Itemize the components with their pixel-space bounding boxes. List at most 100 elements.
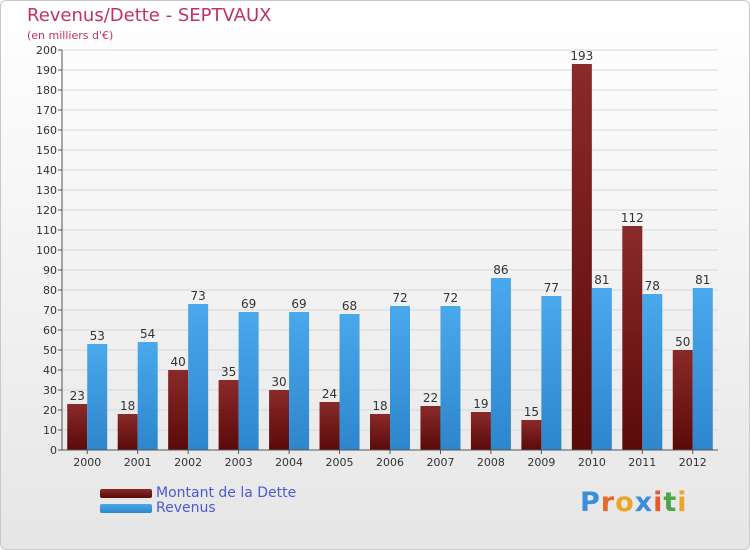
- bar-debt: [571, 64, 592, 450]
- bar-revenus: [440, 306, 461, 450]
- data-label: 72: [443, 291, 458, 305]
- axes: [61, 50, 718, 451]
- data-label: 193: [570, 49, 593, 63]
- y-tick-label: 150: [36, 144, 57, 157]
- y-tick-label: 110: [36, 224, 57, 237]
- data-label: 69: [291, 297, 306, 311]
- x-tick-label: 2007: [426, 456, 454, 469]
- y-tick-label: 20: [43, 404, 57, 417]
- y-tick-label: 180: [36, 84, 57, 97]
- bar-revenus: [87, 344, 108, 450]
- bar-debt: [269, 390, 290, 450]
- data-label: 73: [191, 289, 206, 303]
- proxiti-logo: Proxiti: [580, 487, 688, 518]
- y-tick-label: 120: [36, 204, 57, 217]
- bar-revenus: [188, 304, 209, 450]
- legend-label-debt: Montant de la Dette: [156, 485, 297, 501]
- y-tick-label: 50: [43, 344, 57, 357]
- bar-debt: [67, 404, 88, 450]
- data-label: 22: [423, 391, 438, 405]
- chart-subtitle: (en milliers d'€): [27, 29, 114, 42]
- bar-debt: [319, 402, 340, 450]
- legend-swatch-debt: [100, 489, 152, 498]
- logo-letter: r: [600, 487, 616, 518]
- data-label: 68: [342, 299, 357, 313]
- data-label: 78: [645, 279, 660, 293]
- bar-debt: [622, 226, 643, 450]
- legend-label-revenus: Revenus: [156, 500, 216, 516]
- y-tick-label: 70: [43, 304, 57, 317]
- x-tick-label: 2002: [174, 456, 202, 469]
- x-tick-label: 2008: [477, 456, 505, 469]
- bar-revenus: [692, 288, 713, 450]
- data-label: 40: [171, 355, 186, 369]
- bar-revenus: [238, 312, 259, 450]
- data-label: 112: [621, 211, 644, 225]
- logo-letter: o: [615, 487, 635, 518]
- data-label: 15: [524, 405, 539, 419]
- y-axis-ticks: 0 10 20 30 40 50 60 70 80 90 100 110 120 130 140 150 160…: [36, 44, 62, 457]
- bars: [67, 64, 713, 450]
- bar-revenus: [137, 342, 158, 450]
- y-tick-label: 10: [43, 424, 57, 437]
- y-tick-label: 60: [43, 324, 57, 337]
- bar-revenus: [339, 314, 360, 450]
- data-label: 30: [271, 375, 286, 389]
- data-label: 18: [372, 399, 387, 413]
- x-tick-label: 2001: [124, 456, 152, 469]
- x-tick-label: 2009: [527, 456, 555, 469]
- y-tick-label: 30: [43, 384, 57, 397]
- x-tick-label: 2012: [679, 456, 707, 469]
- y-tick-label: 80: [43, 284, 57, 297]
- x-tick-label: 2003: [225, 456, 253, 469]
- chart-title: Revenus/Dette - SEPTVAUX: [27, 5, 272, 26]
- logo-letter: P: [580, 487, 601, 518]
- y-tick-label: 160: [36, 124, 57, 137]
- data-label: 18: [120, 399, 135, 413]
- bar-revenus: [490, 278, 511, 450]
- legend-swatch-revenus: [100, 504, 152, 513]
- bar-debt: [117, 414, 138, 450]
- bar-revenus: [642, 294, 663, 450]
- data-label: 50: [675, 335, 690, 349]
- bar-debt: [218, 380, 239, 450]
- bar-revenus: [591, 288, 612, 450]
- x-axis-ticks: 2000 2001 2002 2003 2004 2005 2006 2007 2008 2009…: [73, 450, 707, 469]
- logo-letter: i: [677, 487, 688, 518]
- data-label: 53: [90, 329, 105, 343]
- data-label: 81: [594, 273, 609, 287]
- y-tick-label: 90: [43, 264, 57, 277]
- y-tick-label: 40: [43, 364, 57, 377]
- bar-debt: [420, 406, 441, 450]
- x-tick-label: 2010: [578, 456, 606, 469]
- data-label: 24: [322, 387, 337, 401]
- logo-letter: t: [663, 487, 678, 518]
- bar-revenus: [390, 306, 410, 450]
- y-tick-label: 130: [36, 184, 57, 197]
- data-label: 77: [544, 281, 559, 295]
- logo-letter: i: [653, 487, 664, 518]
- data-label: 81: [695, 273, 710, 287]
- data-label: 35: [221, 365, 236, 379]
- y-tick-label: 200: [36, 44, 57, 57]
- bar-revenus: [541, 296, 562, 450]
- x-tick-label: 2011: [628, 456, 656, 469]
- data-label: 23: [70, 389, 85, 403]
- bar-debt: [672, 350, 693, 450]
- bar-debt: [521, 420, 542, 450]
- x-tick-label: 2000: [73, 456, 101, 469]
- bar-debt: [370, 414, 390, 450]
- y-tick-label: 140: [36, 164, 57, 177]
- y-tick-label: 100: [36, 244, 57, 257]
- y-tick-label: 190: [36, 64, 57, 77]
- x-tick-label: 2006: [376, 456, 404, 469]
- data-label: 72: [392, 291, 407, 305]
- data-labels: 23 53 18 54 40 73 35 69 30 69 24 68 18 72 22 72 19 86 15 77…: [70, 49, 711, 419]
- bar-revenus: [289, 312, 310, 450]
- data-label: 54: [140, 327, 155, 341]
- y-tick-label: 0: [50, 444, 57, 457]
- bar-debt: [168, 370, 189, 450]
- x-tick-label: 2004: [275, 456, 303, 469]
- data-label: 86: [493, 263, 508, 277]
